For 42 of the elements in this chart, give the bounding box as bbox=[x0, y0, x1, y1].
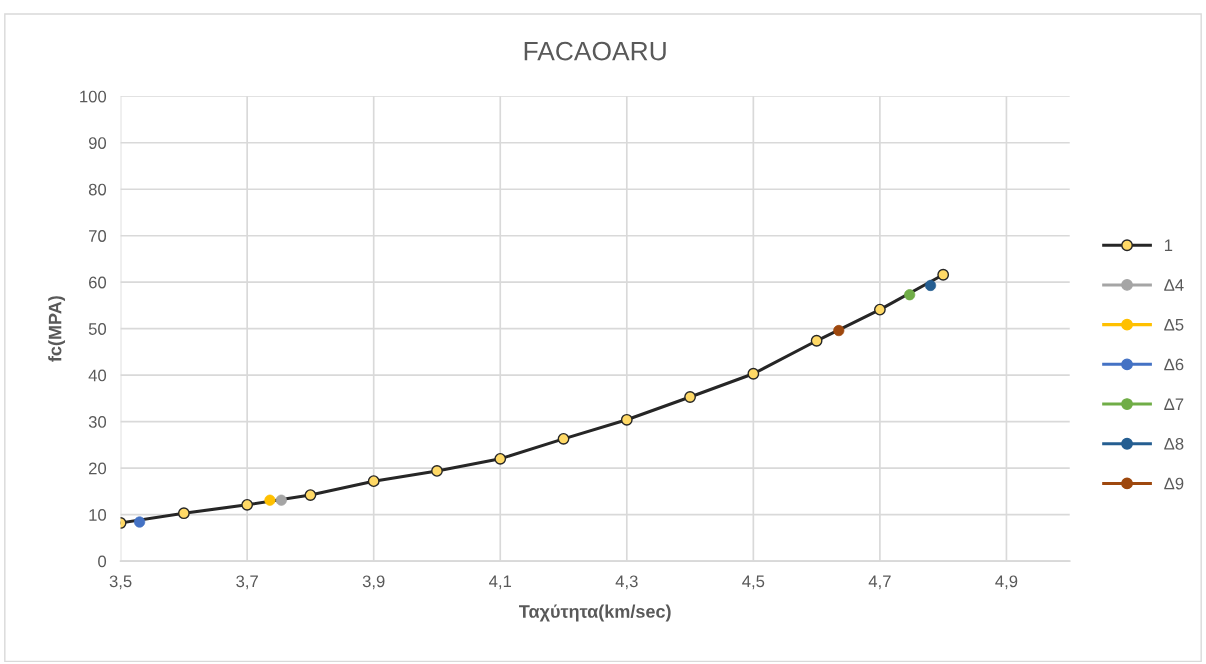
point bbox=[684, 391, 696, 403]
y-tick-label: 90 bbox=[88, 137, 107, 149]
legend-label: Δ8 bbox=[1164, 437, 1184, 450]
legend-label: Δ9 bbox=[1164, 477, 1184, 490]
point bbox=[304, 489, 317, 501]
point bbox=[557, 432, 570, 445]
point bbox=[367, 475, 380, 488]
x-tick-label: 4,3 bbox=[615, 575, 638, 590]
point bbox=[873, 303, 886, 316]
chart-title: FACAOARU bbox=[524, 41, 666, 61]
point bbox=[620, 413, 633, 426]
y-tick-label: 50 bbox=[88, 323, 107, 335]
x-tick-label: 3,9 bbox=[362, 575, 385, 590]
y-axis-title: fc(MPA) bbox=[48, 296, 66, 362]
x-tick-label: 4,1 bbox=[489, 575, 512, 590]
y-tick-label: 70 bbox=[89, 230, 107, 242]
x-axis-title: Ταχύτητα(km/sec) bbox=[519, 604, 671, 622]
legend-label: Δ4 bbox=[1164, 279, 1184, 291]
y-tick-label: 10 bbox=[89, 509, 107, 521]
x-tick-label: 4,7 bbox=[868, 575, 891, 590]
y-tick-label: 60 bbox=[89, 276, 107, 289]
y-tick-label: 100 bbox=[80, 90, 107, 103]
point bbox=[810, 334, 823, 347]
y-tick-label: 40 bbox=[88, 369, 107, 382]
x-tick-label: 3,5 bbox=[109, 575, 132, 590]
legend-label: 1 bbox=[1164, 239, 1173, 252]
legend-label: Δ7 bbox=[1164, 398, 1184, 410]
legend-label: Δ6 bbox=[1164, 358, 1184, 371]
x-tick-label: 4,5 bbox=[742, 575, 765, 590]
point bbox=[494, 452, 507, 465]
x-tick-label: 3,7 bbox=[236, 575, 258, 590]
point bbox=[177, 507, 190, 520]
point bbox=[937, 268, 950, 281]
y-tick-label: 30 bbox=[88, 416, 107, 428]
y-tick-label: 0 bbox=[98, 555, 107, 568]
y-tick-label: 20 bbox=[89, 462, 107, 475]
y-tick-label: 80 bbox=[88, 183, 107, 196]
x-tick-label: 4,9 bbox=[995, 575, 1018, 590]
point bbox=[241, 498, 254, 511]
point bbox=[431, 465, 443, 477]
legend-label: Δ5 bbox=[1164, 319, 1184, 331]
point bbox=[747, 367, 760, 380]
